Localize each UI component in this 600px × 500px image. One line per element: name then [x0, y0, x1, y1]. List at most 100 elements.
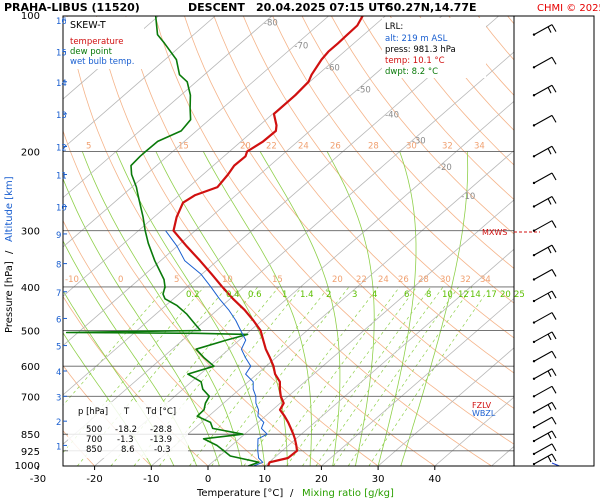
- table-cell-r2-p: 850: [86, 445, 102, 455]
- lrl-press: press: 981.3 hPa: [385, 45, 456, 55]
- mxws-label: MXWS: [482, 228, 507, 237]
- altitude-tick-label: 3: [56, 393, 61, 403]
- mixing-ratio-label: 4: [372, 290, 377, 300]
- wind-barb: [532, 24, 557, 36]
- isotherm-label: -60: [326, 63, 340, 73]
- isotherm: [63, 16, 216, 149]
- dry-adiabat-label: 32: [442, 141, 453, 151]
- pressure-tick-label: 1000: [15, 461, 40, 472]
- mixing-ratio-label: 3: [352, 290, 357, 300]
- isotherm: [63, 16, 159, 100]
- dry-adiabat-label: 26: [398, 275, 409, 285]
- mixing-ratio-label: 14: [470, 290, 481, 300]
- pressure-tick-label: 600: [21, 362, 40, 373]
- altitude-tick-label: 8: [56, 261, 61, 271]
- dry-adiabat-label: 15: [272, 275, 283, 285]
- dry-adiabat: [360, 16, 514, 201]
- pressure-tick-label: 200: [21, 147, 40, 158]
- dry-adiabat-label: 34: [480, 275, 491, 285]
- mixing-ratio-label: 6: [404, 290, 409, 300]
- table-cell-r0-td: -28.8: [150, 425, 172, 435]
- altitude-tick-label: 16: [56, 17, 67, 27]
- mixing-ratio-label: 2: [326, 290, 331, 300]
- isotherm: [63, 16, 273, 199]
- dry-adiabat-label: 10: [222, 275, 233, 285]
- mixing-ratio-label: 10: [442, 290, 453, 300]
- dry-adiabat: [272, 16, 514, 304]
- dry-adiabat: [331, 16, 514, 235]
- mixing-ratio-label: 0.4: [226, 290, 240, 300]
- series-dew-point: [65, 16, 260, 466]
- isotherm: [321, 297, 514, 466]
- altitude-tick-label: 5: [56, 343, 61, 353]
- dry-adiabat-label: 20: [332, 275, 343, 285]
- pressure-tick-label: 500: [21, 327, 40, 338]
- altitude-tick-label: 11: [56, 171, 67, 181]
- dry-adiabat-label: -10: [65, 275, 79, 285]
- mixing-ratio-label: 0.6: [248, 290, 262, 300]
- isotherm-label: -20: [438, 163, 452, 173]
- dry-adiabat-label: 28: [418, 275, 429, 285]
- wind-barb: [532, 430, 557, 443]
- y-axis-label-sep: /: [4, 250, 15, 254]
- dry-adiabat-label: 32: [460, 275, 471, 285]
- isotherm-label: -40: [385, 110, 399, 120]
- surface-wind-barb: [551, 462, 561, 466]
- wind-barb: [532, 220, 557, 232]
- lrl-box: [382, 18, 486, 78]
- isotherm: [264, 248, 514, 466]
- altitude-tick-label: 1: [56, 442, 61, 452]
- dry-adiabat-label: 5: [86, 141, 91, 151]
- table-header-t: T: [123, 407, 130, 417]
- dry-adiabat-label: 28: [368, 141, 379, 151]
- pressure-tick-label: 400: [21, 283, 40, 294]
- isotherm: [63, 16, 499, 396]
- wind-barb: [532, 195, 557, 208]
- legend-box: [66, 17, 144, 69]
- altitude-tick-label: 15: [56, 49, 67, 59]
- wind-barb: [532, 368, 557, 380]
- dry-adiabat-label: 30: [440, 275, 451, 285]
- legend-temperature: temperature: [70, 37, 123, 47]
- y-axis-label-press: Pressure [hPa]: [4, 261, 15, 333]
- isotherm: [94, 100, 514, 466]
- isotherm: [63, 51, 514, 445]
- wind-barb: [532, 172, 557, 185]
- title-coords: 50.27N,14.77E: [386, 1, 477, 14]
- wind-barb: [532, 331, 557, 344]
- dry-adiabat-label: 0: [118, 275, 123, 285]
- table-cell-r1-t: -1.3: [117, 435, 134, 445]
- x-axis-label-sep: /: [290, 488, 294, 499]
- x-axis-label-temp: Temperature [°C]: [196, 488, 283, 499]
- title-datetime: 20.04.2025 07:15 UTC: [256, 1, 393, 14]
- dry-adiabat-label: 22: [356, 275, 367, 285]
- altitude-tick-label: 13: [56, 111, 67, 121]
- mixing-ratio-label: 20: [500, 290, 511, 300]
- wind-barb: [532, 84, 557, 97]
- legend-title: SKEW-T: [70, 20, 106, 31]
- lrl-temp: temp: 10.1 °C: [385, 56, 445, 66]
- dry-adiabat-label: 24: [378, 275, 389, 285]
- wind-barb: [532, 244, 557, 257]
- x-axis-label-mix: Mixing ratio [g/kg]: [302, 488, 394, 499]
- table-cell-r1-p: 700: [86, 435, 102, 445]
- y-axis-label-alt: Altitude [km]: [4, 176, 15, 242]
- wind-barb: [532, 268, 557, 281]
- table-cell-r2-td: -0.3: [154, 445, 171, 455]
- wind-barb: [532, 416, 557, 429]
- wind-barb: [532, 290, 557, 303]
- copyright: CHMI © 2025: [537, 3, 600, 14]
- lrl-alt: alt: 219 m ASL: [385, 34, 448, 44]
- mixing-ratio-label: 12: [458, 290, 469, 300]
- dry-adiabat: [213, 16, 514, 374]
- pressure-tick-label: 700: [21, 392, 40, 403]
- x-tick-label: -20: [86, 474, 102, 485]
- pressure-tick-label: 850: [21, 430, 40, 441]
- x-tick-label: 20: [315, 474, 328, 485]
- isotherm-label: -10: [461, 192, 475, 202]
- fzlv-label: FZLV: [472, 401, 492, 410]
- dry-adiabat: [184, 16, 514, 409]
- series-temperature: [172, 16, 364, 466]
- dry-adiabat-label: 15: [178, 141, 189, 151]
- dry-adiabat: [242, 16, 514, 339]
